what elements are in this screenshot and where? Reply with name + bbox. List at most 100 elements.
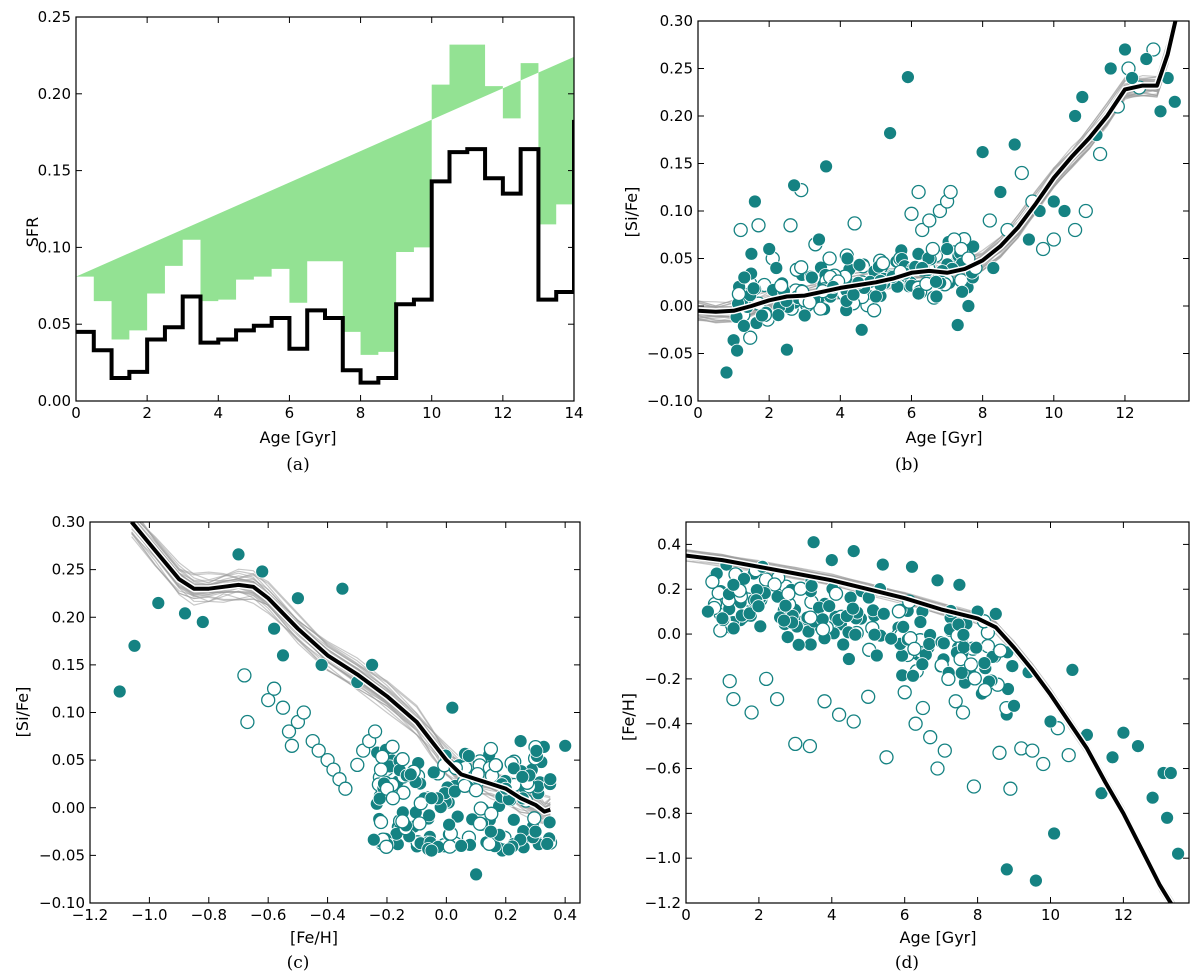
star-point-filled: [267, 621, 282, 636]
star-point-open: [1061, 747, 1076, 763]
star-point-filled: [335, 581, 350, 596]
star-point-filled: [854, 322, 869, 337]
star-point-open: [1092, 146, 1108, 162]
star-point-filled: [737, 318, 751, 333]
star-point-open: [815, 622, 831, 637]
x-tick-label: −1.2: [72, 906, 108, 924]
x-tick-label: 12: [493, 404, 512, 422]
y-tick-label: −0.4: [645, 715, 681, 733]
x-tick-label: 0: [71, 404, 81, 422]
star-point-open: [954, 273, 969, 288]
star-point-filled: [1075, 90, 1090, 104]
star-point-open: [722, 673, 737, 689]
star-point-open: [237, 668, 252, 683]
star-point-filled: [366, 832, 381, 847]
star-point-open: [915, 222, 930, 238]
star-point-filled: [726, 577, 741, 592]
star-point-open: [296, 705, 311, 720]
star-point-filled: [365, 658, 380, 672]
star-point-filled: [424, 843, 439, 858]
star-point-open: [911, 184, 926, 200]
star-point-open: [941, 671, 956, 687]
star-point-filled: [929, 274, 943, 289]
star-point-open: [275, 700, 291, 715]
x-axis-label-d: Age [Gyr]: [900, 928, 977, 947]
star-point-filled: [746, 281, 761, 296]
star-point-filled: [901, 70, 915, 84]
axes-frame: [75, 16, 575, 402]
star-point-filled: [805, 270, 819, 285]
star-point-filled: [529, 744, 544, 758]
star-point-open: [769, 691, 785, 707]
star-point-filled: [869, 289, 883, 304]
star-point-open: [1146, 42, 1161, 57]
star-point-filled: [915, 657, 930, 672]
x-tick-label: 4: [214, 404, 224, 422]
star-point-filled: [922, 637, 937, 651]
star-point-open: [484, 806, 499, 821]
y-tick-label: 0.15: [660, 155, 693, 173]
star-point-open: [904, 206, 919, 221]
star-point-open: [1003, 781, 1018, 796]
star-point-open: [967, 671, 982, 686]
star-point-open: [759, 671, 774, 687]
y-tick-label: 0.10: [660, 202, 693, 220]
star-point-filled: [977, 656, 992, 670]
star-point-filled: [791, 637, 806, 652]
star-point-filled: [869, 648, 884, 663]
y-tick-label: 0.05: [52, 751, 85, 769]
sfr-step-line: [76, 119, 574, 385]
star-point-filled: [884, 631, 898, 646]
star-point-open: [1014, 165, 1029, 181]
star-point-open: [932, 203, 948, 219]
star-point-filled: [751, 599, 766, 614]
y-tick-label: 0.2: [657, 580, 681, 598]
star-point-open: [891, 604, 907, 619]
x-tick-label: 8: [973, 906, 983, 924]
star-point-filled: [127, 638, 142, 653]
x-tick-label: 0: [693, 404, 703, 422]
x-tick-label: 6: [900, 906, 910, 924]
star-point-filled: [956, 627, 971, 642]
star-point-open: [488, 758, 503, 773]
star-point-filled: [771, 308, 786, 323]
star-point-filled: [1068, 109, 1082, 123]
star-point-open: [897, 685, 912, 700]
y-tick-label: 0.05: [38, 315, 71, 333]
star-point-filled: [961, 299, 976, 313]
y-tick-label: −0.05: [39, 846, 85, 864]
star-point-filled: [842, 652, 856, 666]
star-point-filled: [804, 579, 819, 593]
star-point-filled: [461, 749, 476, 763]
y-tick-label: 0.10: [52, 704, 85, 722]
x-tick-label: −0.4: [309, 906, 345, 924]
y-tick-label: −0.8: [645, 804, 681, 822]
star-point-open: [412, 816, 427, 831]
sfr-panel: 0 2 4 6 8 10 12 14 0.00 0.05 0.10 0.15 0.20 0.25: [38, 8, 584, 422]
star-point-filled: [1103, 61, 1118, 76]
y-tick-label: 0.15: [38, 162, 71, 180]
star-point-open: [781, 586, 796, 601]
star-point-filled: [787, 178, 801, 193]
star-point-filled: [403, 767, 418, 782]
star-point-open: [813, 301, 828, 316]
star-point-open: [751, 218, 766, 233]
star-point-open: [943, 184, 958, 200]
star-point-open: [705, 574, 720, 589]
star-point-filled: [1163, 766, 1178, 780]
star-point-filled: [506, 812, 521, 827]
y-axis-label-b: [Si/Fe]: [622, 187, 641, 238]
star-point-open: [828, 586, 844, 601]
star-point-filled: [1007, 137, 1022, 152]
fe-h-vs-age-panel: 0 2 4 6 8 10 12 −1.2 −1.0 −0.8 −0.6 −0.4 −0.2 0.0 0.2 0…: [645, 521, 1190, 924]
star-point-filled: [936, 636, 951, 651]
star-point-filled: [748, 194, 762, 209]
star-point-filled: [701, 604, 715, 619]
star-point-filled: [540, 837, 555, 851]
sfr-uncertainty-band: [76, 44, 574, 355]
star-point-filled: [506, 761, 521, 776]
star-point-filled: [986, 261, 1001, 275]
star-point-filled: [822, 599, 837, 613]
star-point-filled: [426, 765, 441, 780]
star-point-open: [822, 251, 837, 266]
